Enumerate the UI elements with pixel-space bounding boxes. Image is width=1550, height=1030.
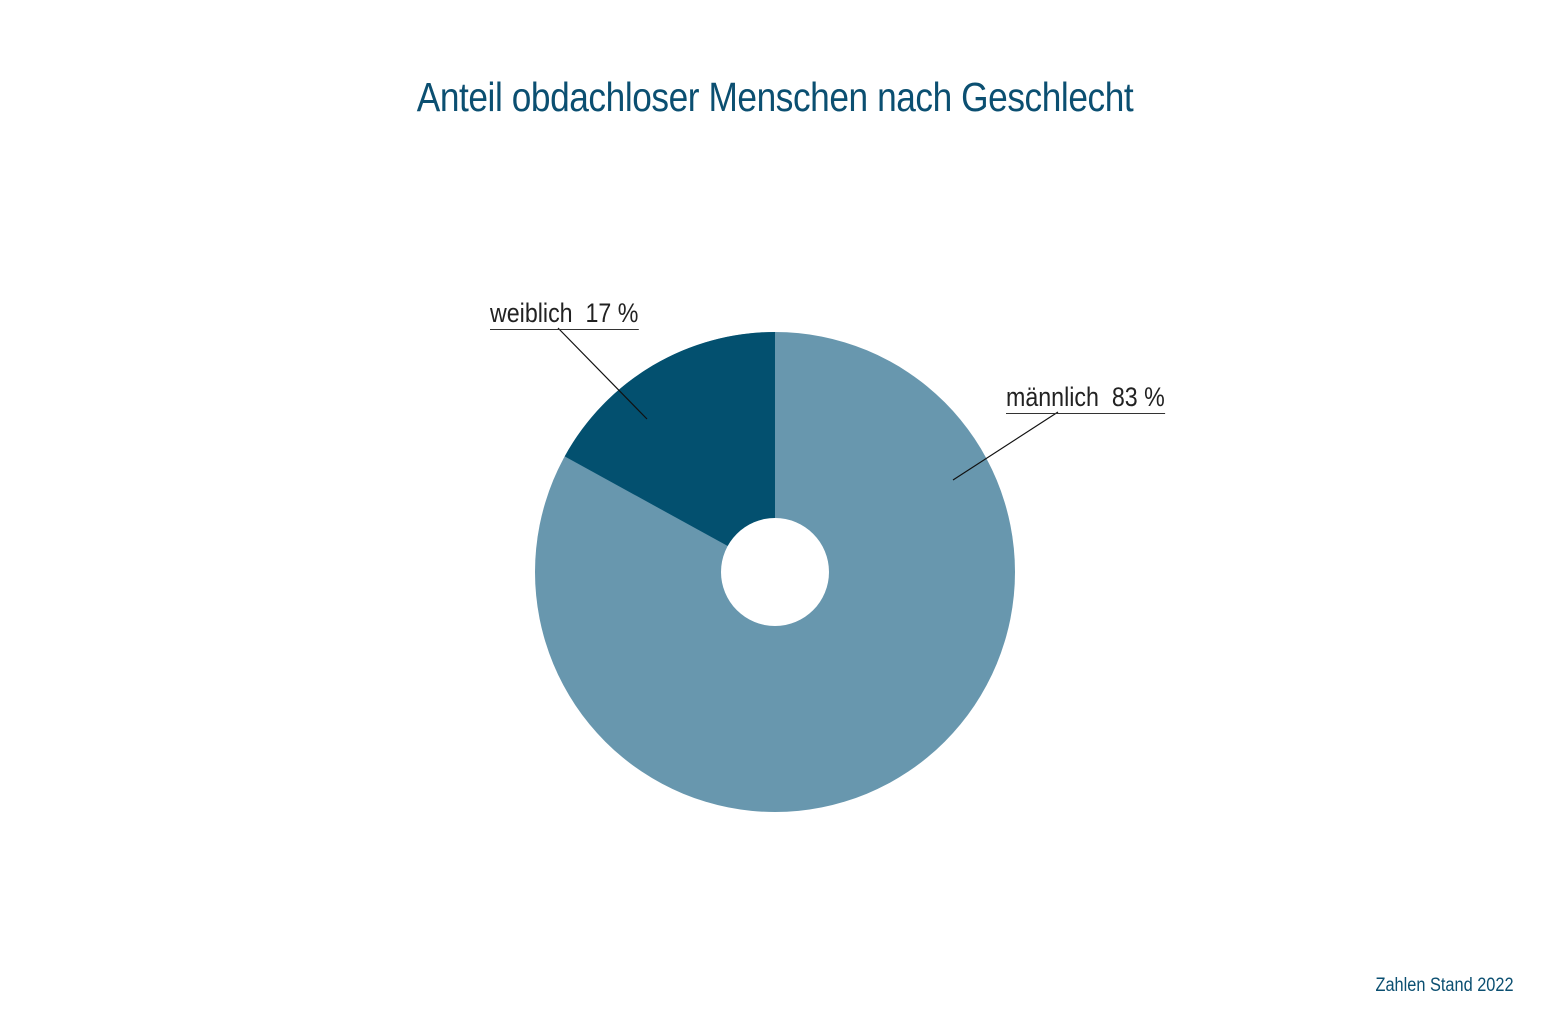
leader-line-female — [557, 327, 648, 420]
leader-line-male — [952, 411, 1059, 481]
chart-title: Anteil obdachloser Menschen nach Geschle… — [416, 74, 1134, 120]
slice-female — [564, 332, 775, 572]
label-female: weiblich 17 % — [490, 298, 639, 330]
label-male: männlich 83 % — [1006, 382, 1165, 414]
donut-hole — [721, 518, 829, 626]
footer-note: Zahlen Stand 2022 — [1375, 975, 1514, 996]
